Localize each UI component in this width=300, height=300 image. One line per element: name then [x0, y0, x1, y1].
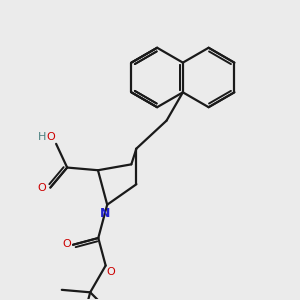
Text: O: O: [46, 132, 55, 142]
Text: N: N: [100, 207, 111, 220]
Text: O: O: [107, 267, 116, 277]
Text: O: O: [38, 183, 46, 193]
Text: O: O: [62, 239, 70, 249]
Text: H: H: [38, 132, 46, 142]
